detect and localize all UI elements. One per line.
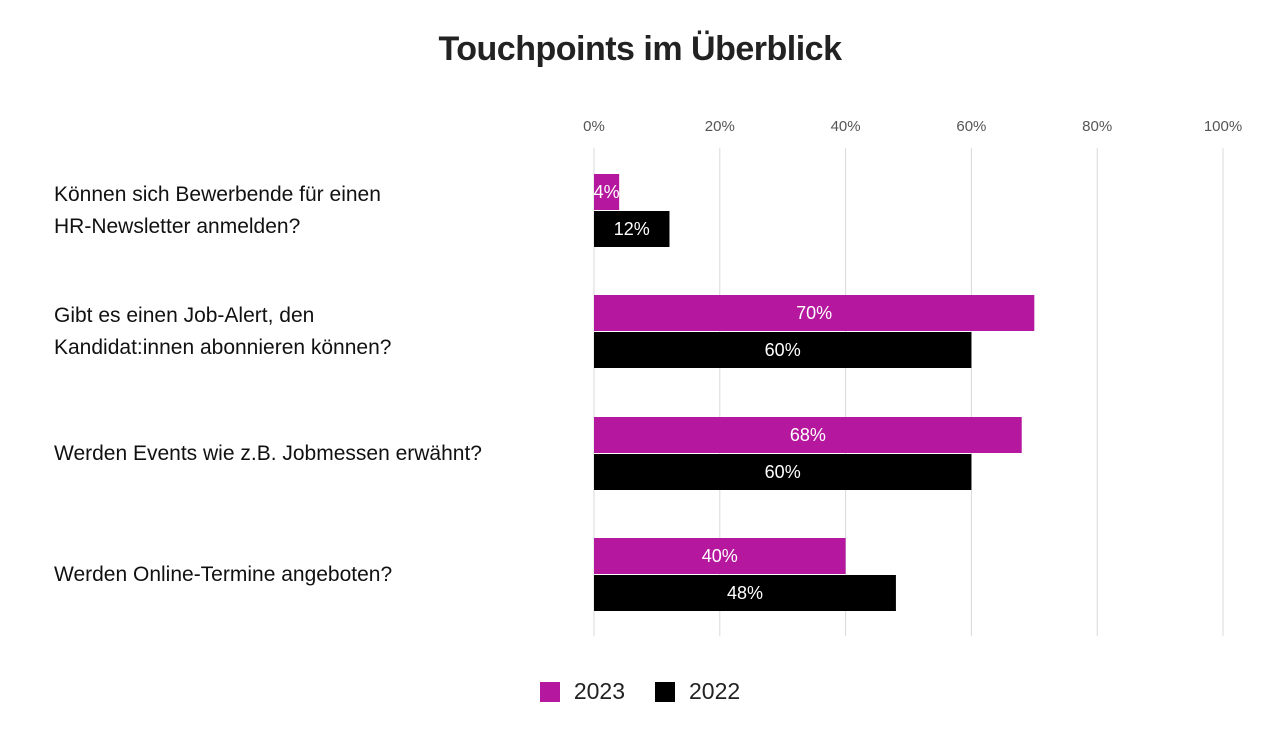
x-tick-label: 60% bbox=[956, 118, 986, 135]
bar-2022 bbox=[594, 575, 896, 611]
legend-label-2022: 2022 bbox=[689, 678, 741, 704]
x-tick-label: 20% bbox=[705, 118, 735, 135]
data-label-2022: 48% bbox=[727, 583, 763, 603]
bar-2023 bbox=[594, 295, 1035, 331]
bar-2023 bbox=[594, 174, 620, 210]
data-label-2022: 60% bbox=[765, 462, 801, 482]
bar-2022 bbox=[594, 454, 972, 490]
category-label: Werden Online-Termine angeboten? bbox=[54, 562, 393, 586]
legend-item-2022: 2022 bbox=[655, 678, 740, 705]
x-tick-label: 80% bbox=[1082, 118, 1112, 135]
chart-title: Touchpoints im Überblick bbox=[438, 30, 842, 68]
legend: 2023 2022 bbox=[0, 678, 1280, 705]
category-label: Werden Events wie z.B. Jobmessen erwähnt… bbox=[54, 441, 482, 465]
x-tick-label: 0% bbox=[583, 118, 605, 135]
x-tick-label: 100% bbox=[1204, 118, 1242, 135]
bar-2023 bbox=[594, 538, 846, 574]
data-label-2023: 68% bbox=[790, 425, 826, 445]
data-label-2023: 40% bbox=[702, 546, 738, 566]
bar-2022 bbox=[594, 332, 972, 368]
legend-swatch-2023 bbox=[539, 681, 560, 702]
category-label: Können sich Bewerbende für einen HR-News… bbox=[54, 182, 381, 238]
legend-swatch-2022 bbox=[655, 681, 675, 702]
legend-label-2023: 2023 bbox=[573, 678, 625, 704]
data-label-2022: 60% bbox=[765, 340, 801, 360]
bar-2022 bbox=[594, 211, 670, 247]
bar-2023 bbox=[594, 417, 1022, 453]
legend-item-2023: 2023 bbox=[539, 678, 625, 705]
category-label: Gibt es einen Job-Alert, den Kandidat:in… bbox=[54, 303, 392, 359]
data-label-2023: 70% bbox=[796, 303, 832, 323]
data-label-2023: 4% bbox=[594, 182, 620, 202]
x-tick-label: 40% bbox=[831, 118, 861, 135]
data-label-2022: 12% bbox=[614, 219, 650, 239]
